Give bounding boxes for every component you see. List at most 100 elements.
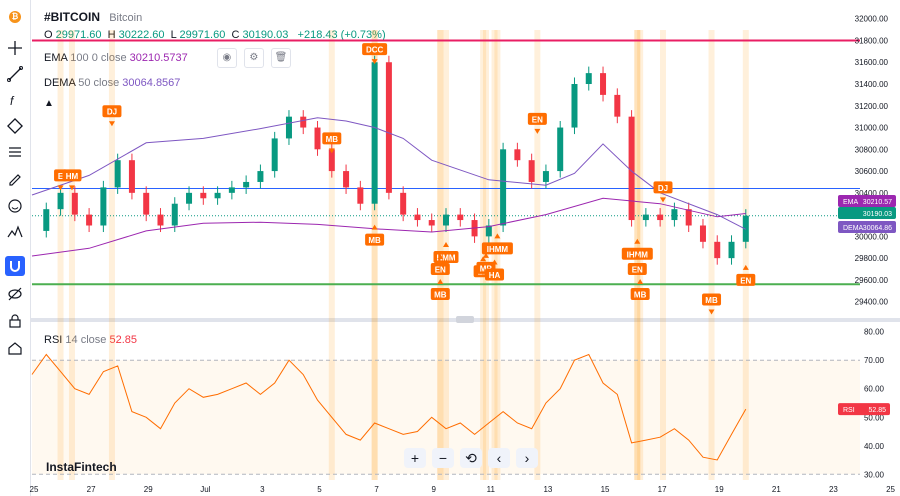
pattern-badge bbox=[430, 263, 450, 276]
candle-body bbox=[57, 192, 64, 210]
ema-label: EMA bbox=[44, 51, 68, 64]
rsi-label: RSI bbox=[44, 334, 63, 346]
symbol-legend: #BITCOIN Bitcoin bbox=[44, 10, 142, 24]
candle-body bbox=[157, 214, 164, 226]
ema-value: 30210.5737 bbox=[129, 51, 188, 64]
rsi-tick-label: 30.00 bbox=[864, 470, 885, 479]
arrow-up-icon bbox=[742, 264, 749, 270]
lock-icon[interactable] bbox=[5, 311, 25, 331]
candle-body bbox=[314, 127, 321, 150]
arrow-up-icon bbox=[482, 252, 489, 258]
scroll-right-button[interactable]: › bbox=[516, 448, 538, 468]
eye-icon[interactable]: ◉ bbox=[216, 48, 237, 68]
candle-body bbox=[714, 241, 721, 259]
rsi-tick-label: 60.00 bbox=[864, 385, 885, 394]
arrow-up-icon bbox=[637, 279, 644, 285]
time-tick-label: 23 bbox=[829, 485, 838, 494]
magnet-icon[interactable] bbox=[5, 256, 25, 276]
pattern-badge bbox=[653, 181, 673, 194]
scroll-left-button[interactable]: ‹ bbox=[488, 448, 510, 468]
pattern-badge bbox=[365, 233, 385, 246]
eye-off-icon[interactable] bbox=[5, 284, 25, 304]
price-tick-label: 31800.00 bbox=[855, 36, 889, 45]
measure-icon[interactable] bbox=[5, 222, 25, 242]
pattern-label: HMM bbox=[436, 254, 455, 263]
candle-body bbox=[71, 192, 78, 215]
function-icon[interactable]: f bbox=[5, 90, 25, 110]
trash-icon[interactable]: 🗑 bbox=[270, 48, 291, 68]
rsi-params: 14 close bbox=[65, 334, 107, 346]
time-tick-label: 13 bbox=[543, 485, 552, 494]
candle-body bbox=[385, 62, 392, 193]
pattern-label: DCC bbox=[366, 46, 384, 55]
close-value: 30190.03 bbox=[242, 29, 289, 41]
candle-body bbox=[642, 214, 649, 221]
rsi-legend[interactable]: RSI 14 close 52.85 bbox=[44, 334, 137, 346]
price-tag bbox=[838, 195, 896, 207]
pattern-badge bbox=[621, 247, 653, 260]
dema-value: 30064.8567 bbox=[122, 77, 181, 89]
smiley-icon[interactable] bbox=[5, 196, 25, 216]
pattern-label: MB bbox=[326, 135, 339, 144]
pattern-badge bbox=[481, 242, 513, 255]
home-icon[interactable] bbox=[5, 338, 25, 358]
price-tick-label: 29400.00 bbox=[855, 298, 889, 307]
settings-icon[interactable]: ⚙ bbox=[243, 48, 264, 68]
trend-line-icon[interactable] bbox=[5, 64, 25, 84]
arrow-down-icon bbox=[708, 309, 715, 315]
price-tag-name: EMA bbox=[843, 199, 859, 206]
rsi-tick-label: 40.00 bbox=[864, 442, 885, 451]
candle-body bbox=[271, 138, 278, 172]
arrow-down-icon bbox=[659, 197, 666, 203]
candle-body bbox=[300, 116, 307, 128]
ema-legend[interactable]: EMA 100 0 close 30210.5737 ◉ ⚙ 🗑 bbox=[44, 48, 291, 68]
arrow-down-icon bbox=[328, 148, 335, 154]
arrow-down-icon bbox=[534, 128, 541, 134]
shapes-icon[interactable] bbox=[5, 116, 25, 136]
rsi-tick-label: 50.00 bbox=[864, 413, 885, 422]
watermark: InstaFintech bbox=[46, 460, 117, 474]
time-tick-label: 3 bbox=[260, 485, 265, 494]
dema-legend[interactable]: DEMA 50 close 30064.8567 bbox=[44, 77, 180, 89]
price-tick-label: 29800.00 bbox=[855, 254, 889, 263]
price-tick-label: 31600.00 bbox=[855, 58, 889, 67]
price-tick-label: 32000.00 bbox=[855, 15, 889, 24]
candle-body bbox=[443, 214, 449, 226]
pattern-badge bbox=[102, 105, 122, 118]
pattern-label: DJ bbox=[658, 184, 668, 193]
candle-body bbox=[257, 171, 264, 182]
pattern-badge bbox=[62, 169, 82, 182]
candle-body bbox=[457, 214, 464, 221]
pattern-label: MB bbox=[705, 296, 718, 305]
brush-icon[interactable] bbox=[5, 168, 25, 188]
arrow-down-icon bbox=[371, 59, 378, 65]
fibonacci-icon[interactable] bbox=[5, 142, 25, 162]
zoom-out-button[interactable]: − bbox=[432, 448, 454, 468]
collapse-legend-icon[interactable]: ▲ bbox=[44, 98, 54, 109]
pattern-badge bbox=[627, 263, 647, 276]
pattern-badge bbox=[430, 288, 450, 301]
price-tag bbox=[838, 207, 896, 219]
rsi-tick-label: 80.00 bbox=[864, 328, 885, 337]
zoom-in-button[interactable]: + bbox=[404, 448, 426, 468]
candle-body bbox=[699, 225, 706, 242]
price-tag-value: 30064.86 bbox=[863, 225, 892, 232]
candle-body bbox=[214, 192, 221, 199]
candle-body bbox=[514, 149, 521, 161]
candle-body bbox=[685, 209, 692, 226]
candle-body bbox=[171, 203, 178, 226]
arrow-up-icon bbox=[437, 279, 444, 285]
price-tick-label: 31000.00 bbox=[855, 124, 889, 133]
pattern-highlight-band bbox=[742, 30, 749, 480]
time-tick-label: 5 bbox=[317, 485, 322, 494]
crosshair-icon[interactable] bbox=[5, 38, 25, 58]
reset-button[interactable]: ⟲ bbox=[460, 448, 482, 468]
ema-line bbox=[31, 197, 746, 257]
time-tick-label: 27 bbox=[87, 485, 96, 494]
open-label: O bbox=[44, 29, 53, 41]
time-tick-label: 11 bbox=[487, 485, 496, 494]
symbol-name: Bitcoin bbox=[109, 12, 143, 24]
arrow-down-icon bbox=[68, 185, 75, 191]
candle-body bbox=[328, 149, 335, 172]
